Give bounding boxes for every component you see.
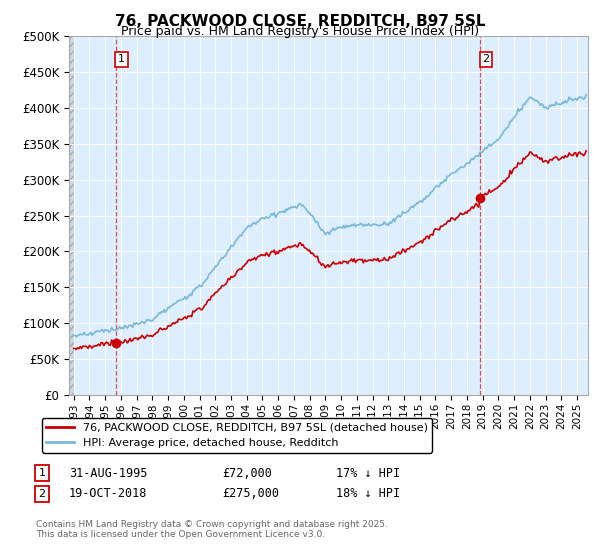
Text: 2: 2 bbox=[38, 489, 46, 499]
Text: £72,000: £72,000 bbox=[222, 466, 272, 480]
Text: 1: 1 bbox=[38, 468, 46, 478]
Text: 1: 1 bbox=[118, 54, 125, 64]
Text: 17% ↓ HPI: 17% ↓ HPI bbox=[336, 466, 400, 480]
Text: Price paid vs. HM Land Registry's House Price Index (HPI): Price paid vs. HM Land Registry's House … bbox=[121, 25, 479, 38]
Text: 19-OCT-2018: 19-OCT-2018 bbox=[69, 487, 148, 501]
Legend: 76, PACKWOOD CLOSE, REDDITCH, B97 5SL (detached house), HPI: Average price, deta: 76, PACKWOOD CLOSE, REDDITCH, B97 5SL (d… bbox=[41, 418, 432, 452]
Text: 2: 2 bbox=[482, 54, 490, 64]
Text: 31-AUG-1995: 31-AUG-1995 bbox=[69, 466, 148, 480]
Text: 76, PACKWOOD CLOSE, REDDITCH, B97 5SL: 76, PACKWOOD CLOSE, REDDITCH, B97 5SL bbox=[115, 14, 485, 29]
Text: £275,000: £275,000 bbox=[222, 487, 279, 501]
Text: 18% ↓ HPI: 18% ↓ HPI bbox=[336, 487, 400, 501]
Text: Contains HM Land Registry data © Crown copyright and database right 2025.
This d: Contains HM Land Registry data © Crown c… bbox=[36, 520, 388, 539]
Polygon shape bbox=[69, 36, 75, 395]
